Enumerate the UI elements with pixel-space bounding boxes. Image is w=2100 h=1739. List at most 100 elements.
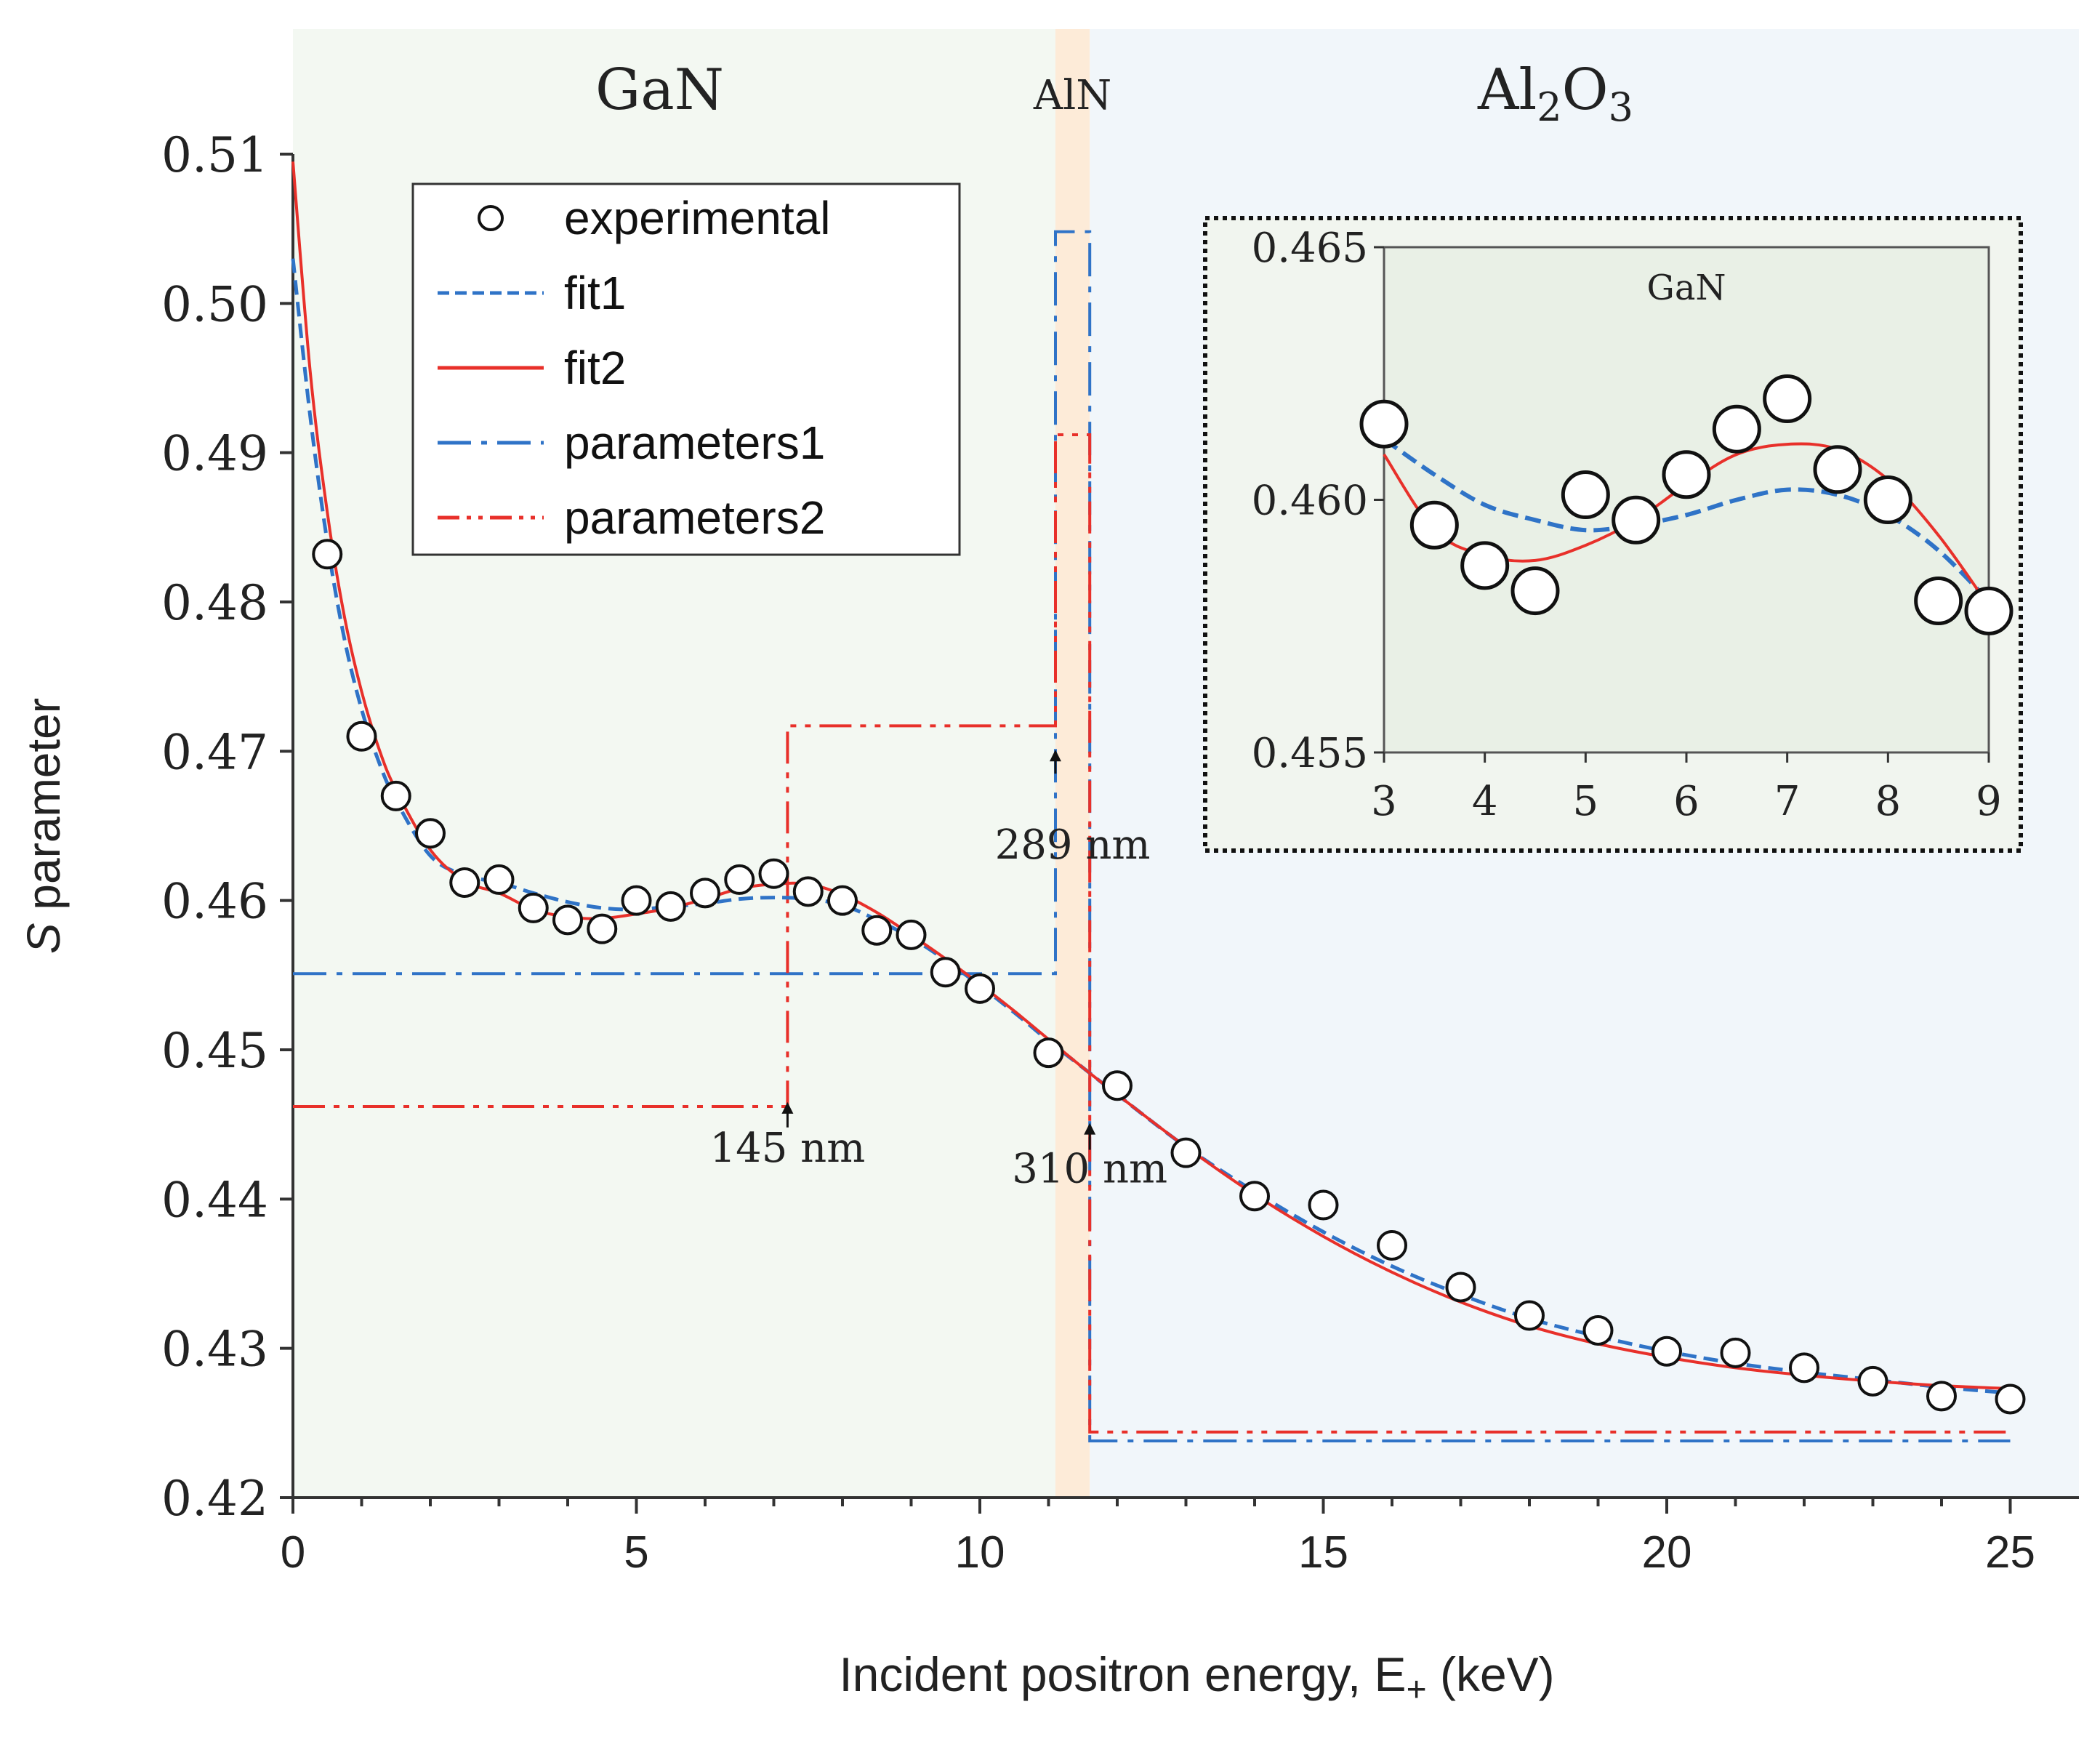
x-axis-label: Incident positron energy, E+ (keV) [839, 1647, 1554, 1709]
y-tick-label: 0.44 [161, 1172, 268, 1228]
data-point [312, 539, 343, 570]
data-point [1377, 1229, 1407, 1261]
inset-x-tick-label: 6 [1673, 778, 1699, 825]
inset-title: GaN [1647, 268, 1726, 308]
inset-x-tick-label: 9 [1976, 778, 2002, 825]
axis-labels: Incident positron energy, E+ (keV) S para… [17, 698, 1555, 1709]
data-point [1239, 1181, 1270, 1212]
inset-x-tick-label: 3 [1371, 778, 1397, 825]
x-tick-label: 10 [955, 1527, 1005, 1578]
inset-data-point [1510, 566, 1560, 616]
data-point [1720, 1337, 1751, 1368]
region-band-1 [1055, 29, 1090, 1498]
data-point [1308, 1189, 1339, 1221]
x-tick-label: 20 [1642, 1527, 1692, 1578]
data-point [1514, 1300, 1545, 1331]
legend-label-fit2: fit2 [564, 342, 626, 394]
y-tick-label: 0.51 [161, 127, 268, 183]
inset-x-tick-label: 8 [1875, 778, 1902, 825]
y-tick-label: 0.45 [161, 1023, 268, 1079]
annotation-arrowhead [1049, 750, 1061, 762]
legend-label-experimental: experimental [564, 192, 830, 244]
experimental-points [312, 539, 2026, 1415]
inset-y-tick-label: 0.465 [1252, 225, 1368, 272]
legend-label-parameters2: parameters2 [564, 491, 825, 544]
data-point [827, 885, 858, 916]
data-point [1652, 1336, 1682, 1367]
data-point [896, 919, 927, 950]
y-tick-label: 0.46 [161, 874, 268, 930]
inset-data-point [1612, 495, 1661, 545]
region-label-al2o3: Al2O3 [1477, 57, 1633, 130]
data-point [792, 876, 824, 907]
y-tick-label: 0.43 [161, 1322, 268, 1378]
inset-x-tick-label: 5 [1573, 778, 1599, 825]
data-point [1582, 1315, 1614, 1346]
region-label-aln: AlN [1033, 72, 1111, 119]
y-tick-label: 0.48 [161, 575, 268, 631]
data-point [380, 780, 411, 811]
inset-data-point [1359, 399, 1409, 449]
x-tick-label: 15 [1298, 1527, 1348, 1578]
inset-data-point [1763, 374, 1812, 423]
data-point [587, 913, 618, 944]
data-point [621, 885, 652, 916]
data-point [690, 877, 720, 909]
data-point [415, 818, 446, 849]
inset-x-tick-label: 7 [1774, 778, 1801, 825]
x-tick-label: 5 [624, 1527, 648, 1578]
legend-label-parameters1: parameters1 [564, 417, 825, 469]
series-fit2 [291, 161, 2011, 1391]
data-point [930, 957, 961, 988]
y-tick-label: 0.42 [161, 1471, 268, 1527]
inset-data-point [1409, 500, 1459, 550]
x-tick-label: 0 [281, 1527, 305, 1578]
inset-data-point [1813, 445, 1862, 494]
series-parameters1 [293, 230, 2011, 1442]
annotations: 145 nm 289 nm 310 nm [709, 750, 1167, 1193]
data-point [552, 904, 583, 936]
data-point [346, 720, 377, 752]
inset-data-point [1460, 541, 1510, 590]
data-point [483, 864, 515, 895]
data-point [1033, 1037, 1064, 1069]
data-point [655, 891, 686, 922]
data-point [1170, 1137, 1202, 1168]
data-point [861, 915, 893, 946]
data-point [965, 973, 995, 1004]
data-point [1857, 1365, 1888, 1397]
data-point [758, 858, 789, 889]
annotation-arrowhead [1084, 1122, 1096, 1135]
inset-x-tick-label: 4 [1472, 778, 1498, 825]
data-point [1789, 1352, 1819, 1383]
data-point [1926, 1381, 1957, 1412]
annotation-arrowhead [781, 1101, 794, 1114]
legend-marker-experimental [478, 205, 504, 231]
y-tick-label: 0.50 [161, 276, 268, 332]
data-point [1995, 1383, 2026, 1415]
inset-data-point [1712, 404, 1761, 454]
y-tick-label: 0.47 [161, 724, 268, 780]
y-axis-label: S parameter [17, 698, 70, 954]
annotation-label: 310 nm [1012, 1146, 1167, 1193]
parameter-steps [293, 230, 2011, 1442]
inset-data-point [1964, 586, 2013, 635]
legend-label-fit1: fit1 [564, 267, 626, 319]
data-point [518, 892, 549, 923]
data-point [1445, 1272, 1476, 1303]
inset-data-point [1561, 470, 1610, 520]
legend: experimental fit1 fit2 parameters1 parameter… [411, 182, 961, 556]
inset-y-tick-label: 0.460 [1252, 478, 1368, 525]
inset-data-point [1863, 475, 1912, 524]
data-point [449, 867, 480, 899]
inset-data-point [1662, 450, 1711, 499]
annotation-label: 289 nm [995, 822, 1151, 869]
data-point [724, 864, 755, 895]
x-tick-label: 25 [1985, 1527, 2035, 1578]
data-point [1102, 1070, 1133, 1101]
inset-chart: 0.455 0.460 0.465 3 4 5 6 7 8 9 GaN [1203, 216, 2023, 853]
annotation-label: 145 nm [709, 1125, 865, 1172]
y-tick-label: 0.49 [161, 426, 268, 482]
